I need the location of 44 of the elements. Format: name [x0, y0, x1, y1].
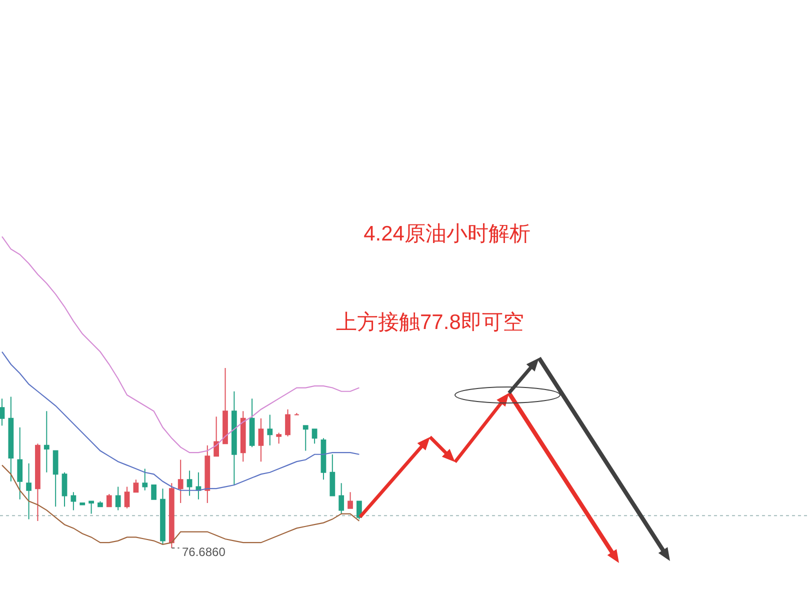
candlestick	[320, 438, 326, 480]
candlestick	[276, 432, 282, 444]
candlestick	[214, 416, 220, 457]
candlestick	[231, 390, 237, 486]
candlestick	[196, 472, 202, 500]
annotation: 76.6860	[182, 545, 226, 559]
candlestick	[26, 462, 32, 520]
candlestick	[222, 367, 228, 444]
candlestick	[88, 500, 94, 514]
candlestick	[338, 482, 344, 514]
candlestick	[249, 398, 255, 448]
candlestick	[124, 486, 130, 509]
candlestick	[330, 454, 336, 496]
candlestick	[142, 468, 148, 491]
candlestick	[70, 492, 76, 511]
candlestick	[312, 428, 318, 444]
candlestick	[62, 472, 68, 508]
text: 上方接触77.8即可空	[336, 311, 524, 334]
candlestick	[267, 414, 273, 446]
candlestick	[133, 479, 139, 493]
candlestick	[356, 500, 362, 520]
candlestick	[160, 488, 166, 545]
candlestick	[44, 410, 50, 473]
candlestick	[168, 482, 174, 548]
candlestick	[98, 500, 103, 508]
candlestick	[151, 484, 156, 500]
candlestick	[0, 398, 5, 426]
candlestick	[115, 486, 121, 511]
candlestick	[8, 396, 14, 482]
candlestick	[204, 444, 210, 504]
candlestick	[302, 425, 308, 452]
candlestick	[80, 502, 86, 506]
candlestick	[348, 492, 353, 509]
candlestick	[35, 443, 40, 522]
candlestick	[240, 410, 246, 462]
text: 4.24原油小时解析	[364, 222, 530, 246]
candlestick	[294, 412, 300, 416]
candlestick	[186, 470, 192, 496]
candlestick	[52, 450, 58, 508]
candlestick	[106, 493, 112, 508]
candlestick	[17, 426, 23, 500]
candlestick	[285, 408, 290, 437]
candlestick	[178, 459, 184, 504]
candlestick	[258, 418, 264, 462]
